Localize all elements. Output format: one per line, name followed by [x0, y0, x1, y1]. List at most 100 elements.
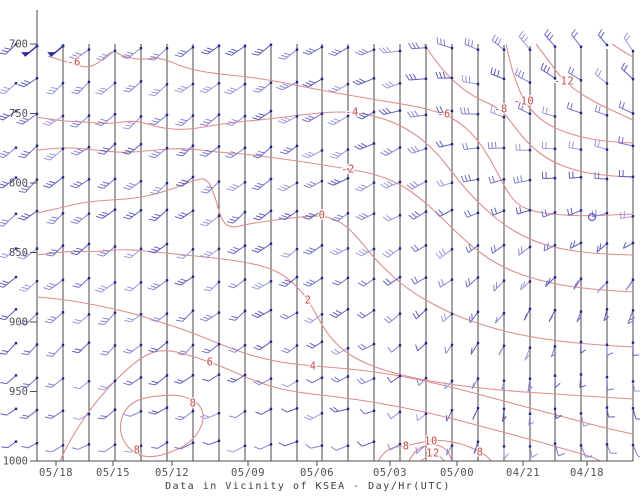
wind-barb-stem [388, 214, 401, 222]
wind-barb-stem [52, 245, 64, 257]
wind-barb-tick [151, 91, 158, 94]
wind-barb-dot [320, 276, 324, 280]
wind-barb-stem [103, 312, 116, 325]
wind-barb-dot [269, 177, 273, 181]
wind-barb-tick [47, 383, 55, 386]
wind-barb-tick [467, 39, 470, 46]
wind-barb-dot [502, 116, 506, 119]
wind-barb-dot [320, 179, 324, 183]
wind-barb-dot [346, 375, 350, 378]
wind-barb-tick [497, 69, 500, 77]
wind-barb-dot [424, 113, 428, 117]
wind-barb-tick [174, 216, 182, 220]
wind-barb-tick [202, 151, 209, 155]
wind-barb-stem [440, 182, 453, 187]
wind-barb-stem [207, 343, 220, 354]
wind-barb-dot [191, 343, 195, 347]
wind-barb-dot [139, 247, 143, 251]
wind-barb-tick [177, 353, 185, 356]
wind-barb-tick [174, 282, 181, 286]
wind-barb-tick [230, 377, 237, 381]
wind-barb-tick [468, 244, 472, 251]
wind-barb-tick [380, 183, 387, 189]
wind-barb-dot [528, 178, 532, 182]
wind-barb-dot [372, 48, 376, 51]
wind-barb-tick [0, 221, 6, 225]
contour-label: 8 [190, 398, 197, 410]
wind-barb-tick [597, 140, 601, 147]
wind-barb-tick [304, 319, 311, 324]
wind-barb-tick [229, 415, 236, 419]
wind-barb-stem [311, 377, 323, 384]
wind-barb-dot [320, 77, 324, 81]
wind-barb-tick [45, 385, 52, 388]
wind-barb-stem [206, 114, 220, 126]
wind-barb-tick [330, 350, 337, 355]
wind-barb-tick [44, 320, 52, 324]
wind-barb-dot [605, 343, 609, 347]
wind-barb-dot [605, 82, 609, 85]
wind-barb-stem [205, 312, 220, 322]
wind-barb-dot [398, 49, 402, 53]
wind-barb-tick [46, 221, 54, 225]
wind-barb-stem [78, 342, 90, 354]
wind-barb-dot [502, 209, 506, 212]
wind-barb-tick [387, 180, 393, 186]
wind-barb-tick [334, 85, 341, 89]
wind-barb-dot [113, 344, 117, 347]
wind-barb-dot [450, 109, 454, 113]
wind-barb-tick [415, 344, 419, 351]
wind-barb-tick [76, 181, 83, 185]
wind-barb-tick [304, 153, 312, 157]
wind-barb-tick [358, 250, 365, 255]
wind-barb-tick [100, 149, 107, 153]
wind-barb-tick [463, 211, 468, 218]
wind-barb-tick [278, 57, 285, 60]
wind-barb-dot [372, 277, 376, 281]
wind-barb-dot [217, 44, 221, 48]
wind-barb-tick [148, 411, 155, 415]
wind-barb-dot [165, 208, 169, 212]
wind-barb-tick [382, 47, 388, 53]
wind-barb-tick [409, 73, 414, 81]
wind-barb-dot [528, 307, 532, 311]
wind-barb-dot [450, 379, 454, 383]
wind-barb-dot [476, 244, 480, 247]
wind-barb-stem [232, 445, 246, 453]
wind-barb-tick [72, 285, 80, 288]
wind-barb-tick [621, 62, 626, 69]
wind-barb-tick [632, 354, 640, 356]
wind-barb-tick [43, 157, 51, 161]
wind-barb-tick [49, 219, 56, 222]
wind-barb-dot [579, 277, 583, 280]
wind-barb-dot [398, 180, 402, 184]
wind-barb-stem [490, 178, 505, 184]
wind-barb-tick [200, 255, 207, 259]
wind-barb-tick [21, 445, 28, 449]
wind-barb-dot [14, 341, 18, 345]
wind-barb-tick [503, 453, 510, 459]
wind-barb-stem [130, 248, 142, 259]
wind-barb-tick [416, 414, 418, 421]
wind-barb-tick [517, 70, 522, 77]
wind-barb-tick [406, 111, 412, 118]
wind-barb-dot [165, 83, 169, 86]
wind-barb-stem [103, 380, 116, 391]
wind-barb-dot [631, 309, 635, 312]
wind-barb-tick [438, 250, 443, 257]
wind-barb-stem [334, 83, 349, 93]
wind-barb-tick [302, 283, 310, 287]
wind-barb-dot [346, 444, 350, 447]
wind-barb-dot [502, 279, 506, 282]
wind-barb-tick [383, 149, 390, 155]
wind-barb-tick [102, 317, 110, 320]
x-axis-tick-label: 05/15 [96, 467, 130, 479]
wind-barb-tick [527, 386, 533, 392]
wind-barb-tick [153, 316, 160, 320]
wind-barb-tick [566, 101, 570, 109]
wind-barb-dot [35, 312, 39, 315]
wind-barb-tick [258, 150, 265, 154]
wind-barb-dot [631, 341, 635, 344]
wind-barb-tick [125, 348, 133, 352]
y-axis-tick-label: 950 [9, 386, 28, 398]
